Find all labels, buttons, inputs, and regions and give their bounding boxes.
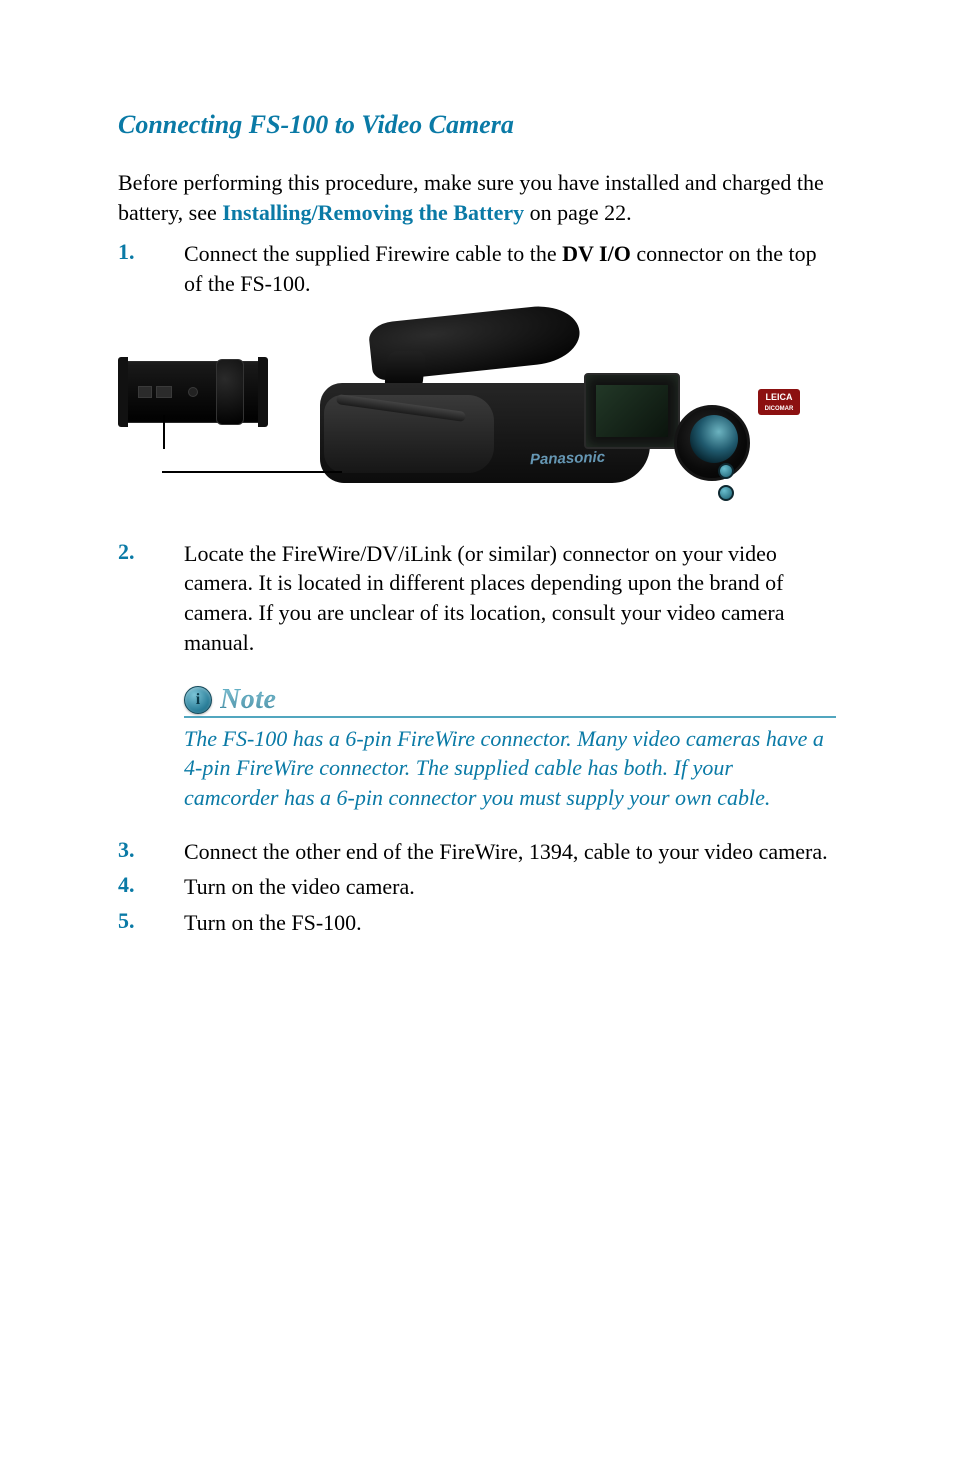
camcorder-figure: Panasonic LEICA DICOMAR [280, 303, 750, 523]
step-number: 3. [118, 837, 135, 863]
fs100-led [188, 387, 198, 397]
leica-line1: LEICA [758, 391, 800, 403]
step-2: 2. Locate the FireWire/DV/iLink (or simi… [118, 539, 836, 813]
fs100-port-hdmi [138, 386, 152, 398]
camcorder-port-b [718, 485, 734, 501]
note-body: The FS-100 has a 6-pin FireWire connecto… [184, 724, 836, 813]
step-number: 4. [118, 872, 135, 898]
step-number: 5. [118, 908, 135, 934]
fs100-port-dv [156, 386, 172, 398]
step1-pre: Connect the supplied Firewire cable to t… [184, 241, 562, 266]
info-icon: i [184, 686, 212, 714]
step-number: 1. [118, 239, 135, 265]
page-region: Connecting FS-100 to Video Camera Before… [0, 0, 954, 1475]
step4-text: Turn on the video camera. [184, 872, 836, 902]
crossref-link[interactable]: Installing/Removing the Battery [222, 200, 524, 225]
fs100-knob [216, 359, 244, 425]
section-heading-wrap: Connecting FS-100 to Video Camera [118, 110, 836, 140]
step-5: 5. Turn on the FS-100. [118, 908, 836, 938]
step-1: 1. Connect the supplied Firewire cable t… [118, 239, 836, 522]
step-list: 1. Connect the supplied Firewire cable t… [118, 239, 836, 937]
intro-post: on page 22. [524, 200, 632, 225]
step-number: 2. [118, 539, 135, 565]
step1-bold: DV I/O [562, 241, 631, 266]
callout-line-horizontal [162, 471, 342, 473]
note-block: i Note The FS-100 has a 6-pin FireWire c… [184, 686, 836, 813]
camcorder-port-a [718, 463, 734, 479]
note-label: Note [220, 686, 276, 714]
camcorder-lens-glass [690, 415, 738, 463]
step3-text: Connect the other end of the FireWire, 1… [184, 837, 836, 867]
leica-badge: LEICA DICOMAR [758, 389, 800, 415]
section-heading: Connecting FS-100 to Video Camera [118, 110, 514, 139]
step2-text: Locate the FireWire/DV/iLink (or similar… [184, 541, 784, 655]
note-heading-row: i Note [184, 686, 836, 718]
camcorder-brand-label: Panasonic [530, 449, 606, 467]
fs100-top-figure [118, 353, 268, 431]
intro-paragraph: Before performing this procedure, make s… [118, 168, 836, 227]
step-4: 4. Turn on the video camera. [118, 872, 836, 902]
figure-row: Panasonic LEICA DICOMAR [118, 303, 836, 523]
step5-text: Turn on the FS-100. [184, 908, 836, 938]
fs100-left-cap [118, 357, 128, 427]
leica-line2: DICOMAR [758, 403, 800, 415]
callout-line-segment [163, 415, 165, 449]
fs100-right-cap [258, 357, 268, 427]
camcorder-lcd [584, 373, 680, 449]
step-3: 3. Connect the other end of the FireWire… [118, 837, 836, 867]
